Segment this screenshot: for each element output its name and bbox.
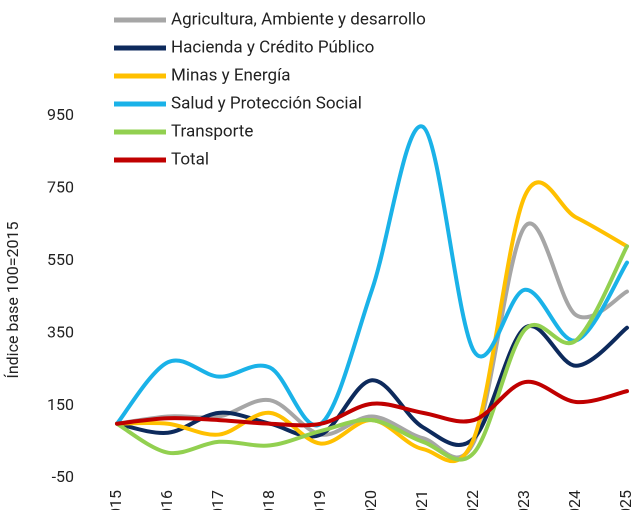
legend-label: Total — [171, 149, 209, 169]
series-line — [115, 244, 629, 462]
y-tick-label: -50 — [52, 467, 74, 486]
legend-label: Minas y Energía — [171, 65, 291, 85]
x-tick-label: 2017 — [208, 490, 227, 510]
x-tick-label: 2019 — [310, 490, 329, 510]
legend-label: Agricultura, Ambiente y desarrollo — [171, 9, 426, 29]
y-tick-label: 550 — [47, 250, 74, 269]
legend: Agricultura, Ambiente y desarrollo Hacien… — [114, 9, 426, 169]
y-tick-label: 150 — [47, 395, 74, 414]
series-line — [115, 379, 629, 428]
x-tick-label: 2021 — [412, 490, 431, 510]
legend-label: Transporte — [171, 121, 253, 141]
x-tick-label: 2023 — [514, 490, 533, 510]
series-line — [115, 221, 629, 460]
series-line — [115, 180, 629, 464]
series-line — [115, 124, 629, 428]
x-tick-label: 2025 — [616, 490, 635, 510]
y-tick-label: 350 — [47, 322, 74, 341]
legend-label: Salud y Protección Social — [171, 93, 362, 113]
legend-label: Hacienda y Crédito Público — [171, 37, 374, 57]
y-tick-label: 950 — [47, 105, 74, 124]
x-tick-label: 2018 — [259, 490, 278, 510]
x-tick-label: 2015 — [106, 490, 125, 510]
x-tick-label: 2024 — [565, 490, 584, 510]
y-axis-label: Índice base 100=2015 — [3, 221, 22, 378]
x-tick-label: 2016 — [157, 490, 176, 510]
series-line — [115, 323, 629, 447]
x-tick-label: 2020 — [361, 490, 380, 510]
x-tick-label: 2022 — [463, 490, 482, 510]
y-tick-label: 750 — [47, 178, 74, 197]
